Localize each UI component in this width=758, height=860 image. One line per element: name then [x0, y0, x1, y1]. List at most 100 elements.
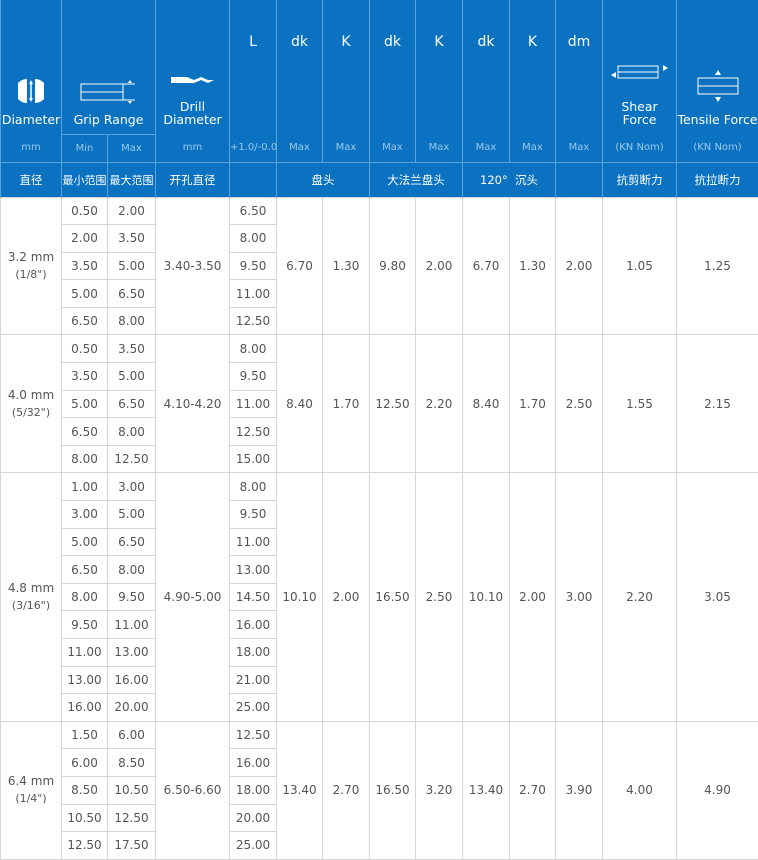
- grip-min: 8.00: [62, 445, 108, 473]
- grip-max: 12.50: [108, 804, 156, 832]
- length-L: 16.00: [230, 749, 277, 777]
- length-L: 8.00: [230, 473, 277, 501]
- shear-force-icon: [608, 62, 672, 82]
- header-diameter: Diameter: [1, 0, 62, 134]
- shear-force-label: Shear Force: [621, 99, 657, 127]
- dk-csk: 10.10: [463, 473, 510, 721]
- grip-min: 6.50: [62, 307, 108, 335]
- dm: 2.50: [556, 335, 603, 473]
- length-L: 15.00: [230, 445, 277, 473]
- dk-pan: 13.40: [277, 721, 323, 859]
- header-drill-diameter: Drill Diameter: [156, 0, 230, 134]
- grip-max: 13.00: [108, 639, 156, 667]
- grip-min: 11.00: [62, 639, 108, 667]
- cn-pan-head: 盘头: [277, 162, 370, 197]
- shear-force: 1.05: [603, 197, 677, 335]
- shear-force: 4.00: [603, 721, 677, 859]
- dk-flange: 12.50: [370, 335, 416, 473]
- grip-max: 2.00: [108, 197, 156, 225]
- unit-diameter: mm: [1, 134, 62, 162]
- cn-shear: 抗剪断力: [603, 162, 677, 197]
- header-shear-force: Shear Force: [603, 0, 677, 134]
- k-pan: 1.70: [323, 335, 370, 473]
- drill-diameter: 4.10-4.20: [156, 335, 230, 473]
- k-csk: 1.70: [510, 335, 556, 473]
- k-csk: 1.30: [510, 197, 556, 335]
- grip-max: 10.50: [108, 776, 156, 804]
- k-pan: 2.70: [323, 721, 370, 859]
- cn-countersunk: 120° 沉头: [463, 162, 556, 197]
- dk-flange: 16.50: [370, 473, 416, 721]
- grip-min: 13.00: [62, 666, 108, 694]
- grip-max: 8.00: [108, 307, 156, 335]
- tensile-force-label: Tensile Force: [677, 112, 757, 127]
- grip-max: 12.50: [108, 445, 156, 473]
- grip-max: 6.00: [108, 721, 156, 749]
- unit-dk-csk: Max: [463, 134, 510, 162]
- k-csk: 2.00: [510, 473, 556, 721]
- length-L: 11.00: [230, 280, 277, 308]
- grip-max: 5.00: [108, 363, 156, 391]
- length-L: 12.50: [230, 418, 277, 446]
- diameter-cell: 6.4 mm (1/4"): [1, 721, 62, 859]
- drill-label-2: Diameter: [163, 112, 221, 127]
- length-L: 16.00: [230, 611, 277, 639]
- grip-max: 6.50: [108, 528, 156, 556]
- grip-min: 0.50: [62, 197, 108, 225]
- length-L: 11.00: [230, 528, 277, 556]
- header-dk-csk: dk: [463, 0, 510, 134]
- diameter-cell: 3.2 mm(1/8"): [1, 197, 62, 335]
- cn-tensile: 抗拉断力: [677, 162, 758, 197]
- grip-min: 10.50: [62, 804, 108, 832]
- grip-min: 16.00: [62, 694, 108, 722]
- grip-max: 6.50: [108, 390, 156, 418]
- grip-min: 8.50: [62, 776, 108, 804]
- grip-min: 2.00: [62, 225, 108, 253]
- diameter-inch: (1/8"): [15, 268, 46, 281]
- length-L: 18.00: [230, 776, 277, 804]
- diameter-inch: (3/16"): [12, 599, 50, 612]
- grip-max: 5.00: [108, 252, 156, 280]
- diameter-mm: 6.4 mm: [8, 774, 54, 788]
- dk-flange: 16.50: [370, 721, 416, 859]
- unit-dm: Max: [556, 134, 603, 162]
- grip-min: 5.00: [62, 390, 108, 418]
- grip-min: 1.50: [62, 721, 108, 749]
- grip-range-icon: [79, 79, 139, 105]
- diameter-icon: [18, 77, 44, 105]
- grip-min: 1.00: [62, 473, 108, 501]
- dk-pan: 8.40: [277, 335, 323, 473]
- tensile-force: 2.15: [677, 335, 758, 473]
- header-dk-flange: dk: [370, 0, 416, 134]
- grip-max: 8.00: [108, 556, 156, 584]
- grip-min: 5.00: [62, 528, 108, 556]
- grip-max: 8.00: [108, 418, 156, 446]
- grip-min: 0.50: [62, 335, 108, 363]
- grip-max: 11.00: [108, 611, 156, 639]
- diameter-inch: (1/4"): [15, 792, 46, 805]
- header-k-csk: K: [510, 0, 556, 134]
- header-tensile-force: Tensile Force: [677, 0, 758, 134]
- dk-csk: 6.70: [463, 197, 510, 335]
- grip-max: 3.50: [108, 335, 156, 363]
- k-pan: 2.00: [323, 473, 370, 721]
- header-dm: dm: [556, 0, 603, 134]
- dm: 3.90: [556, 721, 603, 859]
- diameter-label: Diameter: [2, 112, 60, 127]
- length-L: 20.00: [230, 804, 277, 832]
- grip-min: 9.50: [62, 611, 108, 639]
- diameter-inch: (5/32"): [12, 406, 50, 419]
- unit-k-pan: Max: [323, 134, 370, 162]
- header-grip-range: Grip Range: [62, 0, 156, 134]
- k-flange: 2.00: [416, 197, 463, 335]
- header-k-pan: K: [323, 0, 370, 134]
- unit-k-flange: Max: [416, 134, 463, 162]
- grip-min: 3.00: [62, 501, 108, 529]
- k-flange: 2.20: [416, 335, 463, 473]
- tensile-force-icon: [696, 69, 740, 103]
- drill-diameter: 4.90-5.00: [156, 473, 230, 721]
- header-k-flange: K: [416, 0, 463, 134]
- k-flange: 2.50: [416, 473, 463, 721]
